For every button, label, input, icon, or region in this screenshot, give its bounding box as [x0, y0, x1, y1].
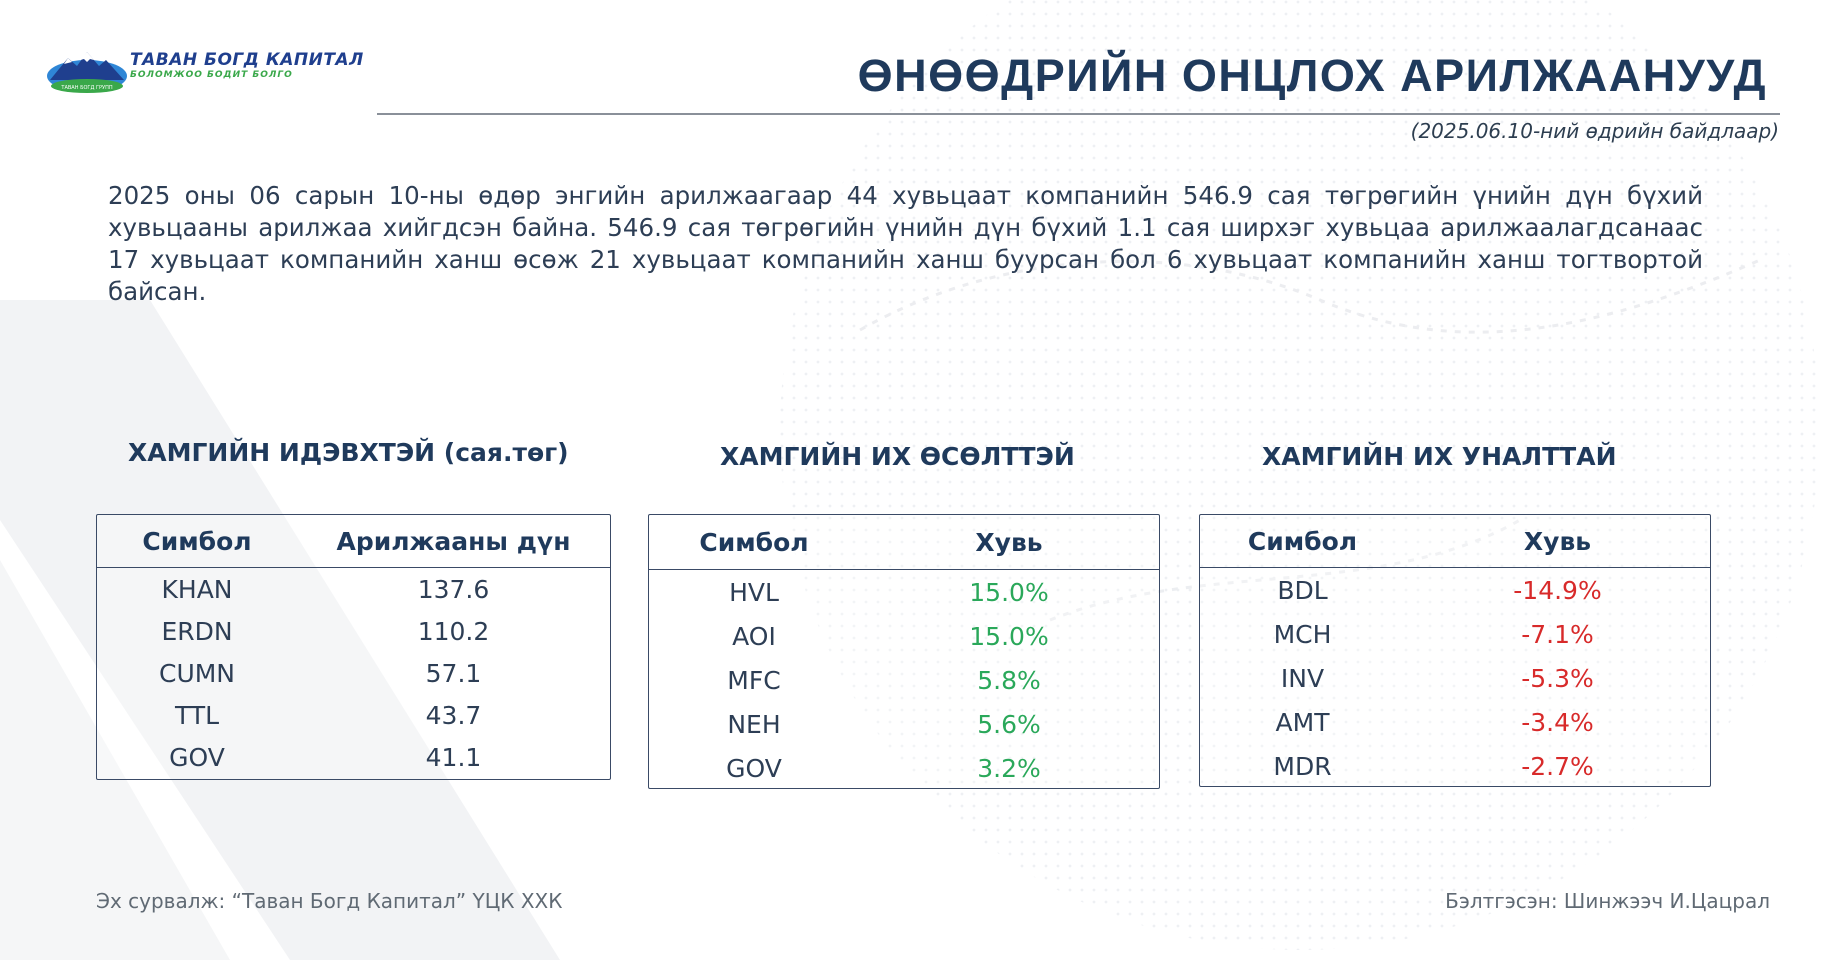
change-cell: 5.8%	[977, 665, 1041, 695]
table-row: GOV 3.2%	[649, 746, 1159, 790]
change-cell: 3.2%	[977, 753, 1041, 783]
value-cell: 57.1	[425, 658, 482, 688]
change-cell: 15.0%	[969, 577, 1049, 607]
value-cell: 43.7	[425, 700, 482, 730]
table-row: GOV 41.1	[97, 736, 610, 778]
change-cell: -2.7%	[1521, 751, 1594, 781]
table-row: BDL -14.9%	[1200, 568, 1710, 612]
table-row: HVL 15.0%	[649, 570, 1159, 614]
most-active-title: ХАМГИЙН ИДЭВХТЭЙ (сая.төг)	[128, 438, 569, 467]
table-row: AMT -3.4%	[1200, 700, 1710, 744]
table-header: Симбол Хувь	[649, 515, 1159, 570]
svg-text:ТАВАН БОГД ГРУПП: ТАВАН БОГД ГРУПП	[60, 85, 112, 91]
column-header-symbol: Симбол	[142, 526, 252, 556]
brand-tagline: БОЛОМЖОО БОДИТ БОЛГО	[130, 70, 293, 80]
symbol-cell: KHAN	[161, 574, 233, 604]
table-row: CUMN 57.1	[97, 652, 610, 694]
source-note: Эх сурвалж: “Таван Богд Капитал” ҮЦК ХХК	[96, 889, 563, 913]
symbol-cell: INV	[1280, 663, 1325, 693]
table-row: MCH -7.1%	[1200, 612, 1710, 656]
symbol-cell: CUMN	[158, 658, 236, 688]
symbol-cell: NEH	[727, 709, 781, 739]
top-gainers-table: Симбол Хувь HVL 15.0% AOI 15.0% MFC 5.8%…	[648, 514, 1160, 789]
table-header: Симбол Арилжааны дүн	[97, 515, 610, 568]
top-losers-title: ХАМГИЙН ИХ УНАЛТТАЙ	[1262, 442, 1617, 471]
value-cell: 137.6	[417, 574, 490, 604]
symbol-cell: MDR	[1273, 751, 1332, 781]
table-row: MDR -2.7%	[1200, 744, 1710, 788]
table-row: ERDN 110.2	[97, 610, 610, 652]
table-row: INV -5.3%	[1200, 656, 1710, 700]
column-header-symbol: Симбол	[699, 527, 809, 557]
company-logo: ТАВАН БОГД ГРУПП ТАВАН БОГД КАПИТАЛ БОЛО…	[46, 46, 363, 98]
change-cell: 5.6%	[977, 709, 1041, 739]
prepared-by-note: Бэлтгэсэн: Шинжээч И.Цацрал	[1445, 889, 1770, 913]
symbol-cell: TTL	[174, 700, 220, 730]
top-gainers-title: ХАМГИЙН ИХ ӨСӨЛТТЭЙ	[720, 442, 1075, 471]
as-of-date: (2025.06.10-ний өдрийн байдлаар)	[1410, 119, 1779, 143]
symbol-cell: GOV	[726, 753, 782, 783]
symbol-cell: BDL	[1277, 575, 1328, 605]
column-header-turnover: Арилжааны дүн	[336, 526, 571, 556]
symbol-cell: ERDN	[161, 616, 233, 646]
value-cell: 110.2	[417, 616, 490, 646]
column-header-change: Хувь	[1523, 526, 1592, 556]
change-cell: 15.0%	[969, 621, 1049, 651]
symbol-cell: MFC	[727, 665, 781, 695]
table-row: TTL 43.7	[97, 694, 610, 736]
change-cell: -3.4%	[1521, 707, 1594, 737]
symbol-cell: AMT	[1275, 707, 1330, 737]
top-losers-table: Симбол Хувь BDL -14.9% MCH -7.1% INV -5.…	[1199, 514, 1711, 787]
symbol-cell: HVL	[729, 577, 779, 607]
brand-name: ТАВАН БОГД КАПИТАЛ	[130, 50, 364, 70]
value-cell: 41.1	[425, 742, 482, 772]
title-divider	[377, 113, 1780, 115]
symbol-cell: MCH	[1273, 619, 1332, 649]
mountain-logo-icon: ТАВАН БОГД ГРУПП	[47, 52, 127, 93]
table-header: Симбол Хувь	[1200, 515, 1710, 568]
table-row: AOI 15.0%	[649, 614, 1159, 658]
change-cell: -14.9%	[1513, 575, 1602, 605]
most-active-table: Симбол Арилжааны дүн KHAN 137.6 ERDN 110…	[96, 514, 611, 780]
page-title: ӨНӨӨДРИЙН ОНЦЛОХ АРИЛЖААНУУД	[857, 50, 1767, 101]
market-summary: 2025 оны 06 сарын 10-ны өдөр энгийн арил…	[108, 181, 1703, 306]
symbol-cell: AOI	[732, 621, 776, 651]
symbol-cell: GOV	[169, 742, 225, 772]
column-header-symbol: Симбол	[1247, 526, 1358, 556]
change-cell: -5.3%	[1521, 663, 1594, 693]
table-row: NEH 5.6%	[649, 702, 1159, 746]
table-row: KHAN 137.6	[97, 568, 610, 610]
column-header-change: Хувь	[975, 527, 1043, 557]
table-row: MFC 5.8%	[649, 658, 1159, 702]
change-cell: -7.1%	[1521, 619, 1594, 649]
